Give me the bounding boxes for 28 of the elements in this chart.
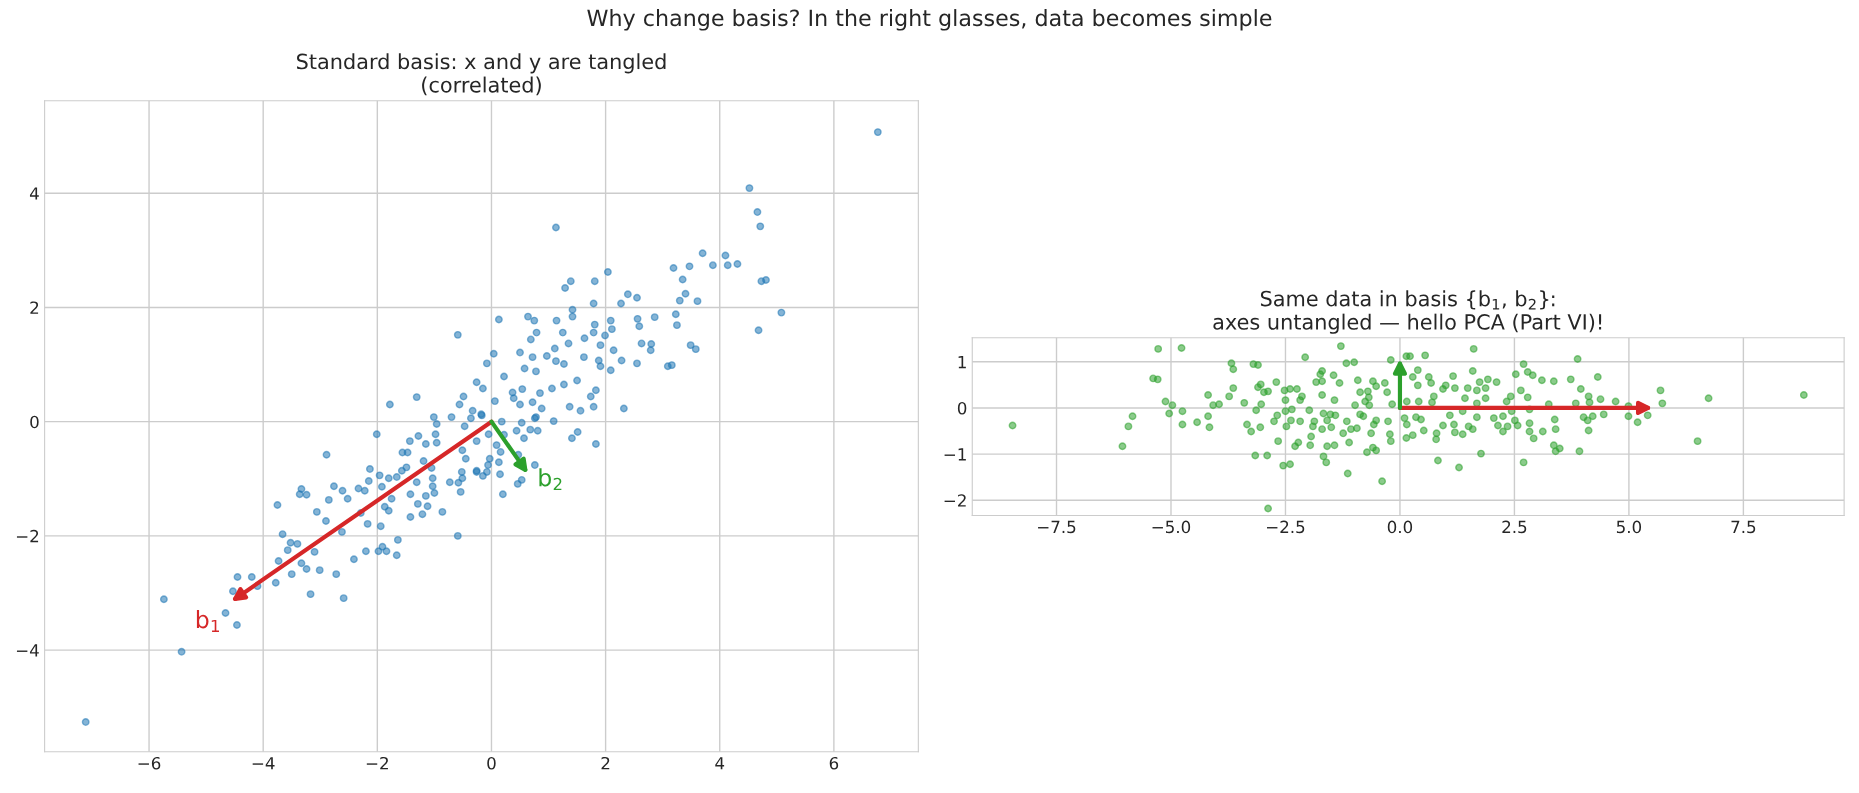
- x-tick-label: 6: [829, 756, 839, 770]
- x-tick-label: −4: [252, 757, 275, 770]
- y-tick-label: −1: [944, 448, 966, 461]
- x-tick-label: 0: [487, 756, 496, 770]
- chart-title: Standard basis: x and y are tangled (correlated): [296, 53, 666, 96]
- text: Why change basis? In the right glasses, data becomes simple: [587, 9, 1272, 31]
- annotation: b$_{2}$: [539, 468, 562, 491]
- x-tick-label: 0.0: [1387, 520, 1413, 534]
- x-tick-label: −2.5: [1267, 520, 1305, 534]
- annotation: b$_{1}$: [196, 610, 219, 632]
- x-tick-label: −2: [366, 756, 388, 770]
- y-tick-label: 1: [958, 355, 966, 369]
- x-tick-label: −6: [138, 756, 161, 770]
- x-tick-label: −7.5: [1038, 520, 1076, 534]
- y-tick-label: −2: [16, 529, 39, 543]
- x-tick-label: 2.5: [1502, 520, 1527, 534]
- y-tick-label: −4: [16, 644, 39, 657]
- y-tick-label: 4: [29, 187, 39, 200]
- y-tick-label: 0: [957, 401, 967, 415]
- x-tick-label: 7.5: [1731, 520, 1756, 534]
- x-tick-label: 4: [715, 757, 725, 770]
- chart-title: Same data in basis {b$_{1}$, b$_{2}$}: axes untangled — hello PCA (Part VI)!: [1213, 290, 1602, 334]
- y-tick-label: 2: [30, 301, 39, 314]
- y-tick-label: −2: [944, 494, 966, 507]
- x-tick-label: −5.0: [1152, 520, 1191, 534]
- x-tick-label: 5.0: [1616, 520, 1642, 534]
- y-tick-label: 0: [30, 415, 39, 429]
- x-tick-label: 2: [601, 756, 610, 770]
